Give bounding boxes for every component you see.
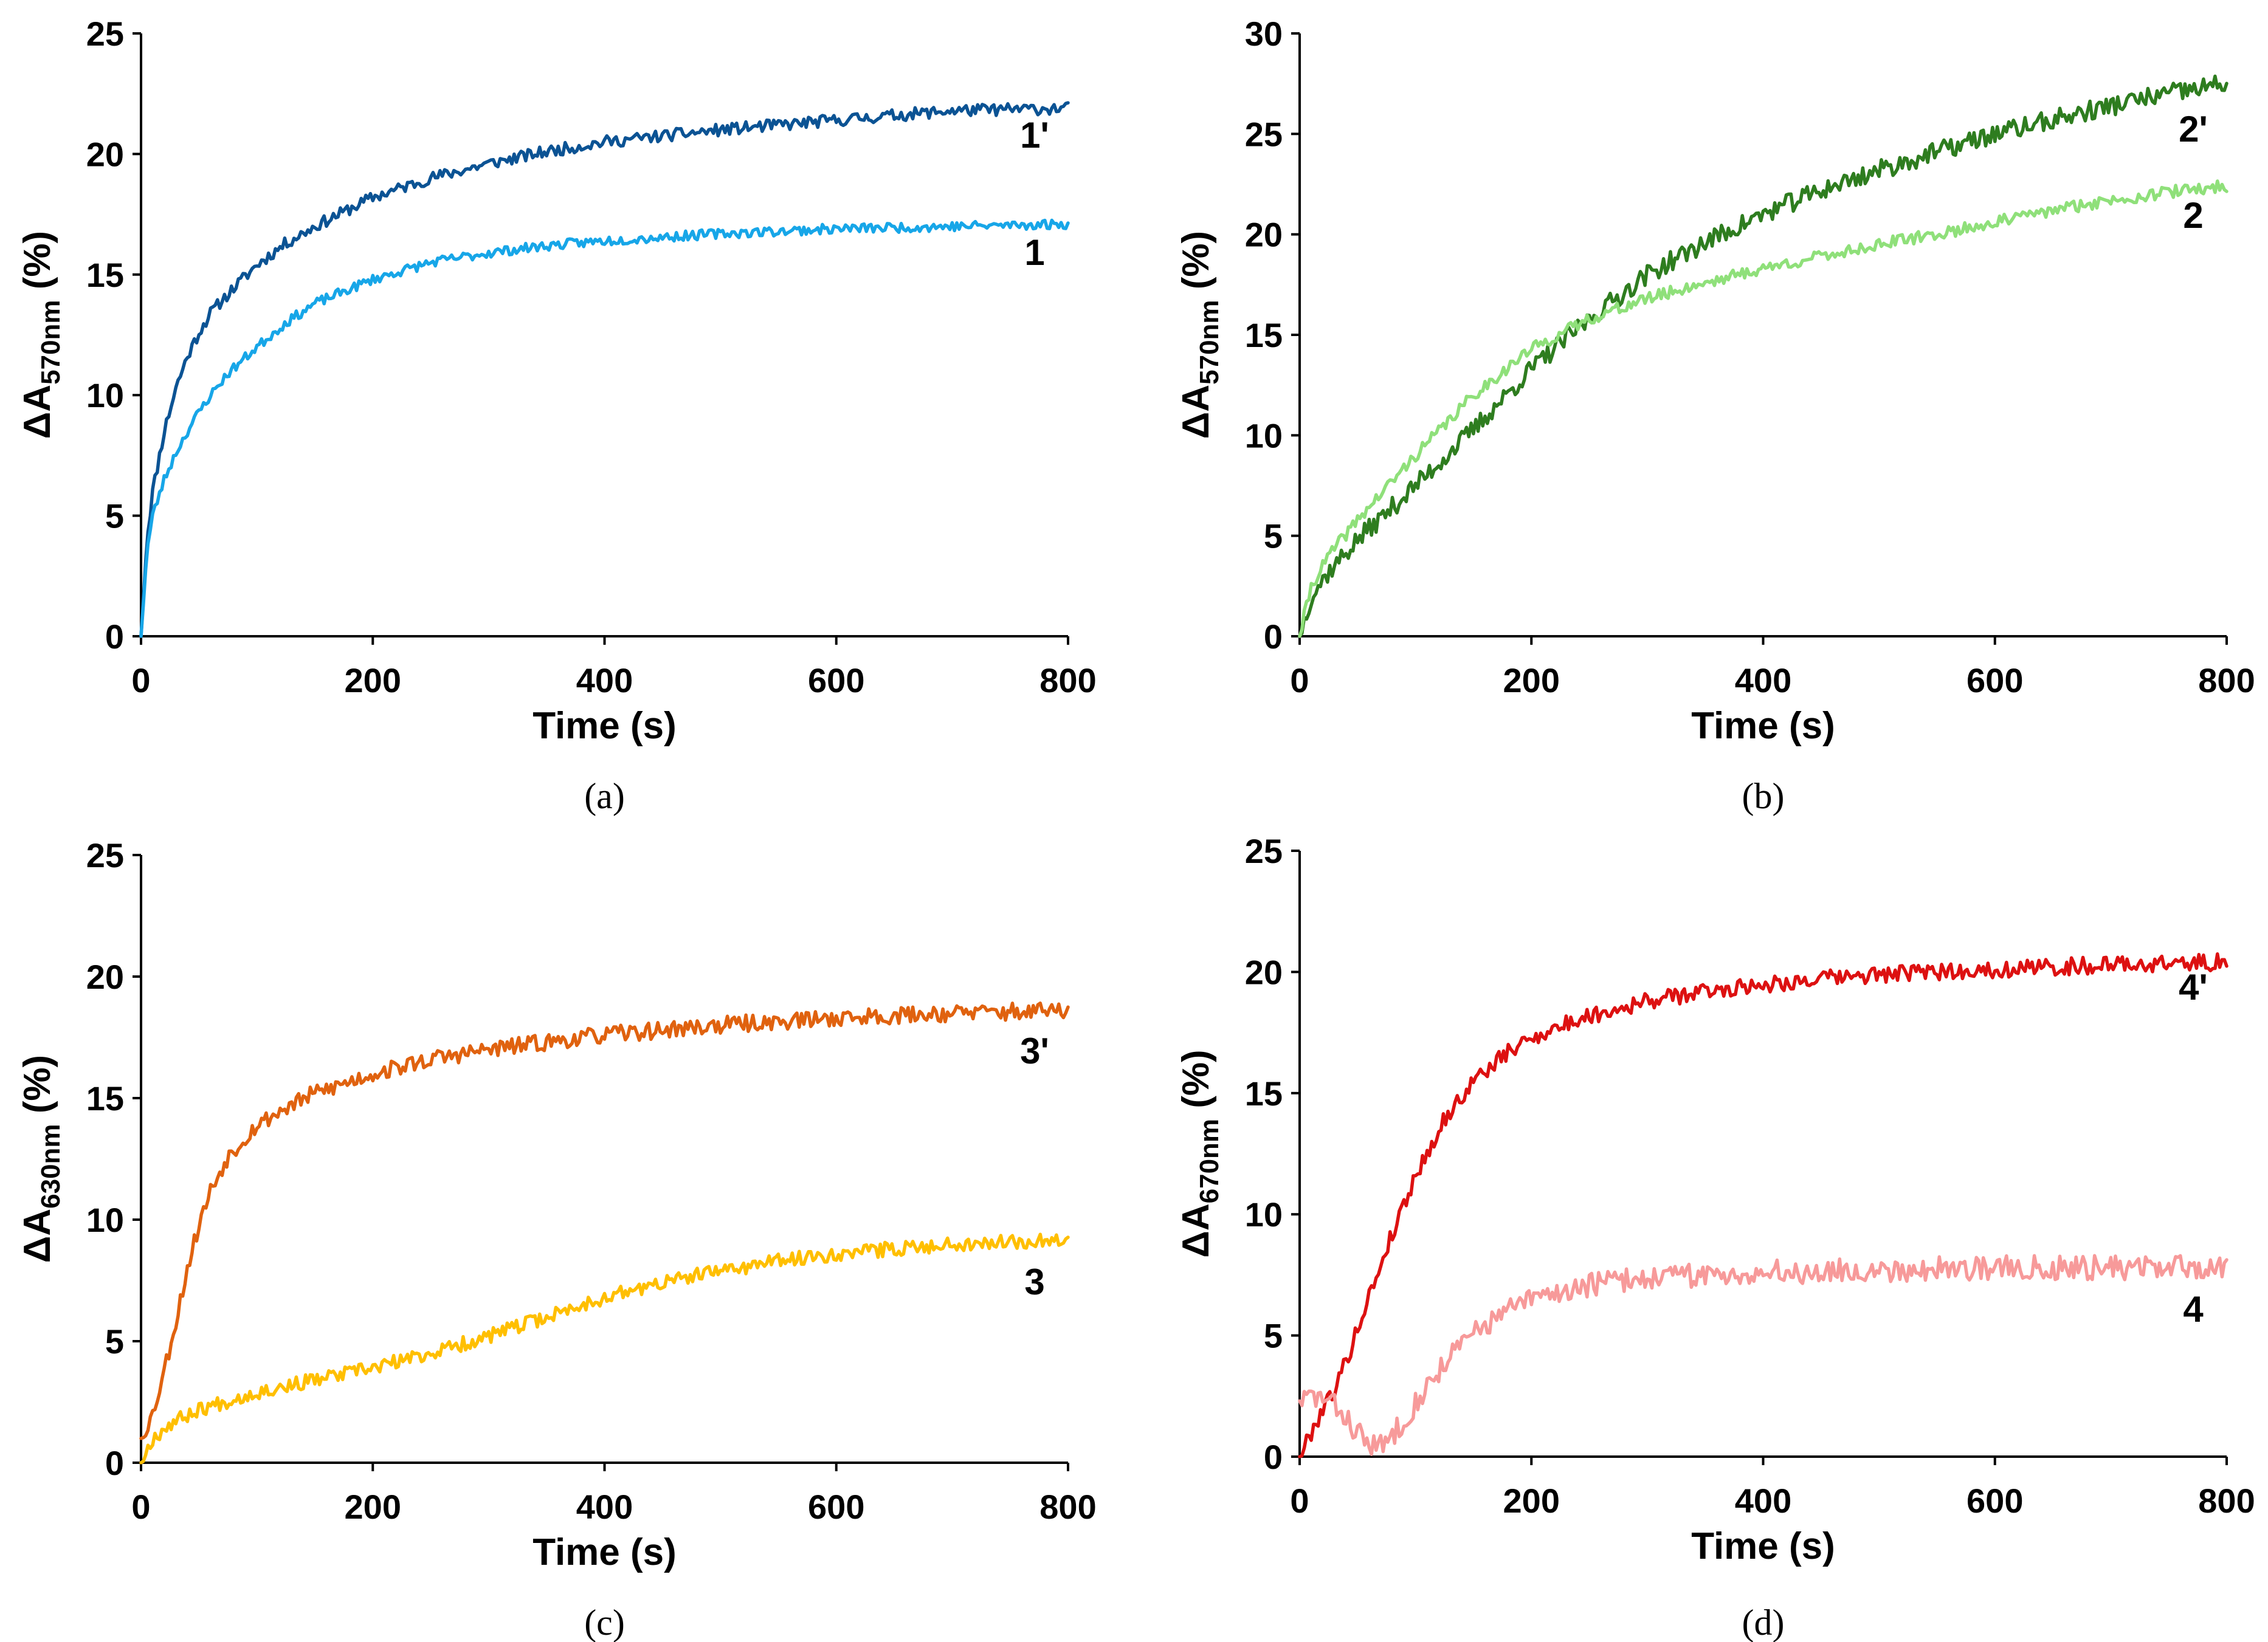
- y-tick-label: 15: [86, 1079, 124, 1118]
- y-tick-label: 25: [86, 15, 124, 53]
- x-tick-label: 600: [808, 661, 864, 699]
- x-axis-label: Time (s): [1691, 705, 1835, 747]
- x-tick-label: 0: [1290, 661, 1309, 699]
- x-axis-label: Time (s): [1691, 1525, 1835, 1567]
- x-tick-label: 400: [576, 1488, 633, 1526]
- series-line-2: [1298, 179, 2228, 638]
- x-tick-label: 600: [1966, 661, 2023, 699]
- panel-caption: (b): [1742, 776, 1785, 816]
- chart-panel-a: 0 5 10 15 20 25 0 200 400 600 800 Time (s) ΔA570nm (…: [16, 15, 1097, 816]
- y-axis-label: ΔA570nm (%): [16, 231, 66, 439]
- series-label: 3': [1020, 1031, 1049, 1071]
- y-tick-label: 5: [1264, 1317, 1283, 1355]
- series-label: 4': [2179, 967, 2208, 1008]
- x-axis-label: Time (s): [533, 705, 677, 747]
- y-tick-label: 10: [86, 376, 124, 414]
- x-tick-label: 200: [345, 1488, 401, 1526]
- x-tick-label: 600: [808, 1488, 864, 1526]
- y-axis-label: ΔA570nm (%): [1175, 231, 1224, 439]
- x-tick-label: 600: [1966, 1482, 2023, 1520]
- x-tick-label: 0: [131, 1488, 150, 1526]
- series-label: 4: [2183, 1289, 2204, 1330]
- x-tick-label: 800: [1039, 1488, 1096, 1526]
- y-tick-label: 30: [1245, 15, 1283, 53]
- series-line-4prime: [1298, 952, 2228, 1458]
- y-tick-label: 5: [105, 497, 124, 535]
- y-tick-label: 0: [1264, 1438, 1283, 1476]
- series-line-1prime: [139, 101, 1070, 638]
- y-tick-label: 10: [1245, 1195, 1283, 1234]
- panel-caption: (a): [584, 776, 625, 816]
- y-tick-label: 0: [105, 617, 124, 656]
- series-line-3: [139, 1232, 1070, 1465]
- y-tick-label: 25: [86, 836, 124, 874]
- y-tick-label: 20: [1245, 953, 1283, 991]
- series-line-2prime: [1298, 74, 2228, 638]
- series-label: 1': [1020, 115, 1049, 156]
- x-tick-label: 400: [576, 661, 633, 699]
- y-tick-label: 0: [1264, 617, 1283, 656]
- x-tick-label: 400: [1735, 1482, 1791, 1520]
- y-tick-label: 5: [1264, 517, 1283, 555]
- panel-caption: (d): [1742, 1602, 1785, 1642]
- series-label: 2: [2183, 195, 2203, 236]
- x-tick-label: 800: [2198, 661, 2255, 699]
- y-tick-label: 25: [1245, 832, 1283, 870]
- y-tick-label: 5: [105, 1322, 124, 1361]
- panel-caption: (c): [584, 1602, 625, 1642]
- chart-panel-d: 0 5 10 15 20 25 0 200 400 600 800 Time (s) ΔA670nm (…: [1175, 832, 2255, 1642]
- chart-panel-c: 0 5 10 15 20 25 0 200 400 600 800 Time (s) ΔA630nm (…: [16, 836, 1097, 1642]
- y-tick-label: 15: [1245, 1074, 1283, 1113]
- series-label: 2': [2179, 109, 2208, 149]
- series-label: 3: [1024, 1262, 1044, 1302]
- x-tick-label: 800: [1039, 661, 1096, 699]
- y-tick-label: 20: [86, 135, 124, 173]
- y-tick-label: 15: [86, 256, 124, 294]
- y-tick-label: 15: [1245, 316, 1283, 354]
- y-tick-label: 10: [1245, 416, 1283, 455]
- x-tick-label: 400: [1735, 661, 1791, 699]
- series-label: 1: [1024, 232, 1044, 273]
- y-tick-label: 20: [86, 958, 124, 996]
- x-tick-label: 0: [131, 661, 150, 699]
- y-tick-label: 20: [1245, 216, 1283, 254]
- y-tick-label: 0: [105, 1444, 124, 1482]
- x-tick-label: 800: [2198, 1482, 2255, 1520]
- chart-panel-b: 0 5 10 15 20 25 30 0 200 400 600 800 Time (s) ΔA570nm…: [1175, 15, 2255, 816]
- x-axis-label: Time (s): [533, 1531, 677, 1573]
- x-tick-label: 200: [1503, 1482, 1560, 1520]
- y-tick-label: 25: [1245, 115, 1283, 153]
- x-tick-label: 200: [1503, 661, 1560, 699]
- y-axis-label: ΔA630nm (%): [16, 1055, 66, 1263]
- series-line-1: [139, 218, 1070, 638]
- series-line-4: [1298, 1254, 2228, 1456]
- x-tick-label: 200: [345, 661, 401, 699]
- y-axis-label: ΔA670nm (%): [1175, 1049, 1224, 1257]
- series-line-3prime: [139, 1001, 1070, 1440]
- x-tick-label: 0: [1290, 1482, 1309, 1520]
- y-tick-label: 10: [86, 1201, 124, 1239]
